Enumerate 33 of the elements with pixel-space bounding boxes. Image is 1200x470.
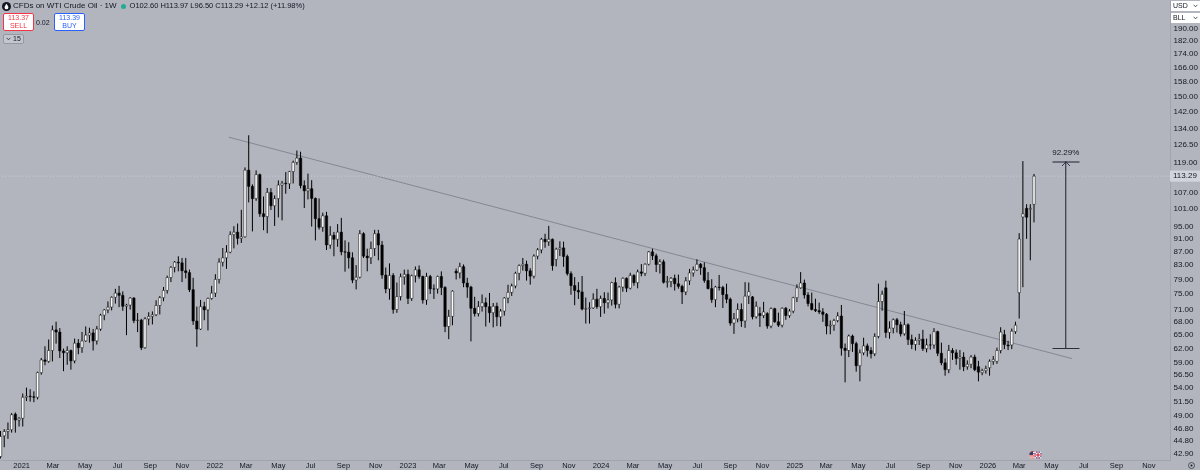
y-tick-label: 46.80 [1173,423,1195,433]
annotation: 92.29% [1052,147,1080,157]
y-tick-label: 101.00 [1173,204,1199,214]
y-tick-label: 56.50 [1173,370,1195,380]
y-tick-label: 54.00 [1173,383,1195,393]
y-tick-label: 190.00 [1173,24,1199,34]
y-tick-label: 91.00 [1173,234,1195,244]
y-tick-label: 142.00 [1173,107,1199,117]
y-tick-label: 51.50 [1173,396,1195,406]
y-tick-label: 62.00 [1173,343,1195,353]
y-tick-label: 49.00 [1173,410,1195,420]
y-tick-label: 95.00 [1173,221,1195,231]
y-tick-label: 182.00 [1173,36,1199,46]
y-tick-label: 59.00 [1173,357,1195,367]
y-tick-label: 42.90 [1173,448,1195,458]
y-tick-label: 83.00 [1173,260,1195,270]
y-tick-label: 134.00 [1173,123,1199,133]
y-tick-label: 126.50 [1173,140,1199,150]
y-tick-label: 107.00 [1173,187,1199,197]
y-tick-label: 68.00 [1173,317,1195,327]
y-tick-label: 44.80 [1173,436,1195,446]
y-tick-label: 79.00 [1173,274,1195,284]
y-tick-label: 65.00 [1173,330,1195,340]
y-tick-label: 174.00 [1173,49,1199,59]
y-tick-label: 75.00 [1173,289,1195,299]
chart-title: CFDs on WTI Crude Oil · 1W [13,1,117,11]
y-tick-label: 166.00 [1173,62,1199,72]
y-tick-label: 87.00 [1173,246,1195,256]
y-tick-label: 71.00 [1173,304,1195,314]
y-tick-label: 150.00 [1173,91,1199,101]
y-tick-label: 119.00 [1173,157,1198,167]
y-tick-label: 158.00 [1173,76,1199,86]
ref-line-label: 113.29 [1173,171,1198,181]
